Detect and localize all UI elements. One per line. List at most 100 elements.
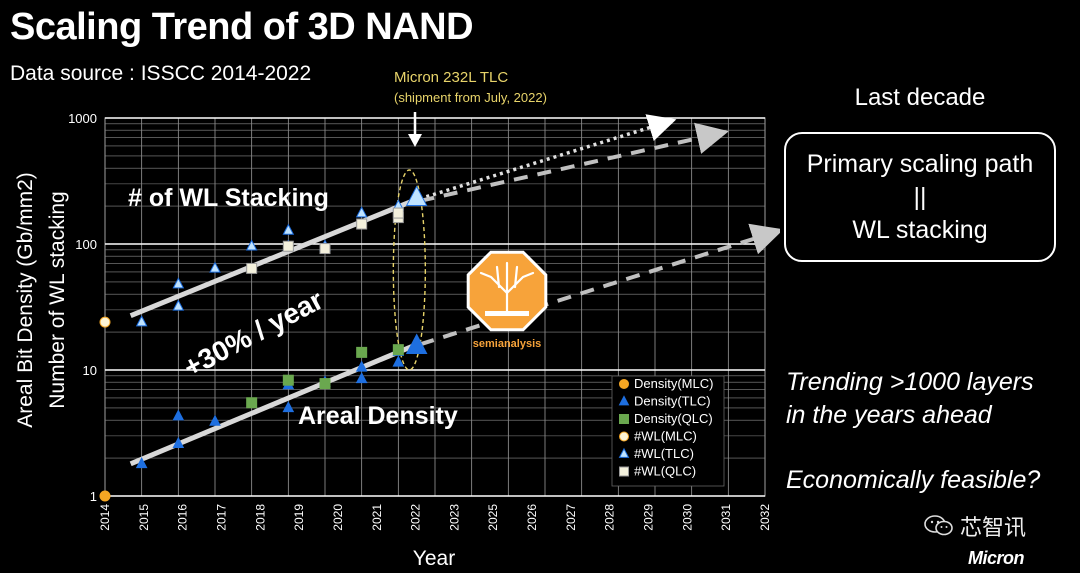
feasibility-question: Economically feasible? xyxy=(786,466,1041,494)
wl-projection-dashed xyxy=(419,122,729,203)
legend-label: Density(QLC) xyxy=(634,411,713,426)
chart-legend: Density(MLC) Density(TLC) Density(QLC) #WL(… xyxy=(611,375,725,487)
data-point xyxy=(355,360,368,372)
x-tick-label: 2014 xyxy=(98,504,112,531)
x-tick-label: 2030 xyxy=(680,504,694,531)
x-tick-label: 2019 xyxy=(292,504,306,531)
semianalysis-logo: semianalysis xyxy=(466,250,548,350)
y-axis-label-1: Areal Bit Density (Gb/mm2) xyxy=(14,172,37,428)
page-title: Scaling Trend of 3D NAND xyxy=(10,6,474,48)
data-point xyxy=(172,409,185,421)
box-line-3: WL stacking xyxy=(852,215,988,244)
last-decade-heading: Last decade xyxy=(854,84,986,111)
data-point xyxy=(356,218,368,230)
logo-base xyxy=(485,311,529,316)
data-point xyxy=(405,185,428,206)
legend-marker xyxy=(619,431,629,442)
annotation-areal-density: Areal Density xyxy=(298,402,458,430)
x-tick-label: 2027 xyxy=(564,504,578,531)
legend-marker xyxy=(618,447,630,458)
series--wl-qlc- xyxy=(246,207,404,274)
data-point xyxy=(135,315,148,327)
box-line-1: Primary scaling path xyxy=(806,149,1034,178)
legend-label: Density(TLC) xyxy=(634,394,711,409)
x-tick-label: 2029 xyxy=(642,504,656,531)
data-point xyxy=(356,346,368,358)
y-tick-label: 1 xyxy=(90,489,97,504)
wechat-icon xyxy=(924,515,954,537)
data-point xyxy=(319,243,331,255)
data-point xyxy=(99,316,111,328)
x-tick-label: 2018 xyxy=(253,504,267,531)
data-point xyxy=(172,436,185,448)
scaling-chart: 1 10 100 1000 2014 2015 2016 2017 2018 2019 2020 20… xyxy=(14,111,780,570)
callout-arrow-head xyxy=(408,134,422,147)
data-source-label: Data source : ISSCC 2014-2022 xyxy=(10,62,312,85)
data-point xyxy=(209,261,221,273)
legend-marker xyxy=(619,466,629,477)
data-point xyxy=(355,372,368,384)
legend-box xyxy=(611,375,725,487)
callout-subtitle: (shipment from July, 2022) xyxy=(394,90,547,105)
x-tick-label: 2016 xyxy=(176,504,190,531)
series--wl-tlc- xyxy=(135,185,428,327)
data-point xyxy=(392,344,404,356)
micron-callout: Micron 232L TLC (shipment from July, 202… xyxy=(394,68,547,108)
data-point xyxy=(319,378,331,390)
box-line-2: || xyxy=(913,182,927,211)
logo-tree-glyph xyxy=(479,261,535,315)
legend-label: Density(MLC) xyxy=(634,376,713,391)
trend-line-1: Trending >1000 layers xyxy=(786,368,1034,396)
y-tick-label: 10 xyxy=(83,363,97,378)
x-tick-label: 2032 xyxy=(758,504,772,531)
y-tick-label: 1000 xyxy=(68,111,97,126)
trend-note: Trending >1000 layers in the years ahead xyxy=(786,366,1034,432)
micron-highlight-ellipse xyxy=(392,169,427,371)
logo-text: semianalysis xyxy=(473,338,542,350)
data-point xyxy=(209,414,221,426)
watermark: 芯智讯 xyxy=(924,510,1026,542)
data-point xyxy=(135,457,148,469)
legend-marker xyxy=(618,395,630,406)
data-point xyxy=(172,299,185,311)
data-point xyxy=(172,277,185,289)
data-point xyxy=(355,206,368,218)
data-point xyxy=(282,240,294,252)
data-point xyxy=(246,397,258,409)
x-tick-label: 2025 xyxy=(486,504,500,531)
data-point xyxy=(392,355,405,367)
data-point xyxy=(245,239,258,251)
x-tick-label: 2020 xyxy=(331,504,345,531)
data-point xyxy=(282,223,295,235)
data-point xyxy=(282,401,295,413)
x-tick-label: 2022 xyxy=(409,504,423,531)
micron-logo: Micron xyxy=(968,548,1025,568)
x-tick-label: 2021 xyxy=(370,504,384,531)
y-axis-label-2: Number of WL stacking xyxy=(46,191,69,408)
y-tick-label: 100 xyxy=(75,237,97,252)
x-axis-label: Year xyxy=(413,547,455,570)
trend-line-2: in the years ahead xyxy=(786,401,992,429)
x-tick-label: 2026 xyxy=(525,504,539,531)
x-tick-label: 2023 xyxy=(447,504,461,531)
legend-marker xyxy=(619,379,629,389)
series--wl-mlc- xyxy=(99,316,111,328)
legend-label: #WL(MLC) xyxy=(634,429,697,444)
callout-title: Micron 232L TLC xyxy=(394,69,509,86)
x-tick-label: 2031 xyxy=(719,504,733,531)
series-density-qlc- xyxy=(246,344,404,409)
legend-marker xyxy=(619,414,629,424)
watermark-text: 芯智讯 xyxy=(960,515,1027,540)
data-point xyxy=(405,333,428,355)
annotation-wl-stacking: # of WL Stacking xyxy=(128,184,329,212)
data-point xyxy=(282,374,294,386)
x-tick-label: 2017 xyxy=(214,504,228,531)
data-point xyxy=(246,262,258,274)
legend-label: #WL(TLC) xyxy=(634,446,694,461)
data-point xyxy=(99,490,111,502)
series-density-mlc- xyxy=(99,490,111,502)
x-tick-label: 2015 xyxy=(137,504,151,531)
wl-projection-dotted xyxy=(412,114,677,203)
scaling-path-box: Primary scaling path || WL stacking xyxy=(784,132,1056,262)
x-tick-label: 2028 xyxy=(603,504,617,531)
